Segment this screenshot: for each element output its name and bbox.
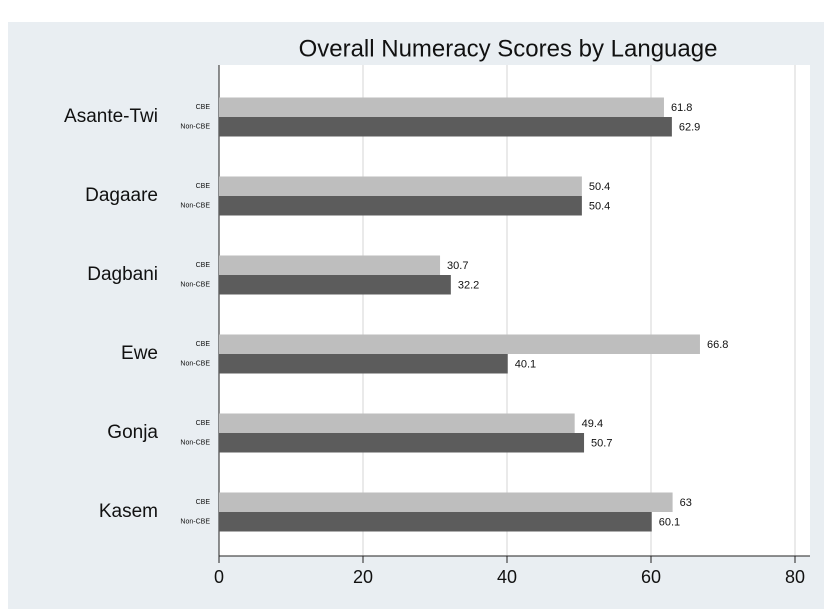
category-label: Kasem	[99, 501, 158, 522]
series-label: CBE	[196, 183, 211, 190]
value-label: 60.1	[659, 517, 680, 529]
bar	[219, 97, 664, 117]
series-label: CBE	[196, 420, 211, 427]
bar	[219, 512, 652, 532]
x-tick-label: 80	[785, 567, 805, 587]
x-tick-label: 60	[641, 567, 661, 587]
value-label: 63	[680, 497, 692, 509]
value-label: 32.2	[458, 280, 479, 292]
value-label: 61.8	[671, 102, 692, 114]
bar	[219, 176, 582, 196]
bar	[219, 275, 451, 295]
series-label: Non-CBE	[180, 203, 210, 210]
series-label: Non-CBE	[180, 361, 210, 368]
category-label: Gonja	[107, 422, 158, 443]
x-tick-label: 40	[497, 567, 517, 587]
series-label: Non-CBE	[180, 124, 210, 131]
value-label: 66.8	[707, 339, 728, 351]
bar	[219, 255, 441, 275]
series-label: CBE	[196, 499, 211, 506]
x-tick-label: 20	[353, 567, 373, 587]
bar	[219, 117, 672, 137]
bar	[219, 433, 585, 453]
series-label: Non-CBE	[180, 282, 210, 289]
series-label: CBE	[196, 262, 211, 269]
series-label: CBE	[196, 341, 211, 348]
value-label: 30.7	[447, 260, 468, 272]
series-label: Non-CBE	[180, 440, 210, 447]
value-label: 50.4	[589, 181, 610, 193]
category-label: Dagbani	[87, 264, 158, 285]
bar	[219, 492, 673, 512]
bar	[219, 196, 582, 216]
category-label: Dagaare	[85, 185, 158, 206]
bar	[219, 334, 700, 354]
bar	[219, 413, 575, 433]
x-tick-label: 0	[214, 567, 224, 587]
series-label: Non-CBE	[180, 519, 210, 526]
value-label: 50.7	[591, 438, 612, 450]
value-label: 50.4	[589, 201, 610, 213]
plot-area	[219, 65, 810, 556]
series-label: CBE	[196, 104, 211, 111]
category-label: Asante-Twi	[64, 106, 158, 127]
bar	[219, 354, 508, 374]
value-label: 49.4	[582, 418, 603, 430]
chart-title: Overall Numeracy Scores by Language	[299, 35, 718, 62]
value-label: 62.9	[679, 122, 700, 134]
category-label: Ewe	[121, 343, 158, 364]
value-label: 40.1	[515, 359, 536, 371]
